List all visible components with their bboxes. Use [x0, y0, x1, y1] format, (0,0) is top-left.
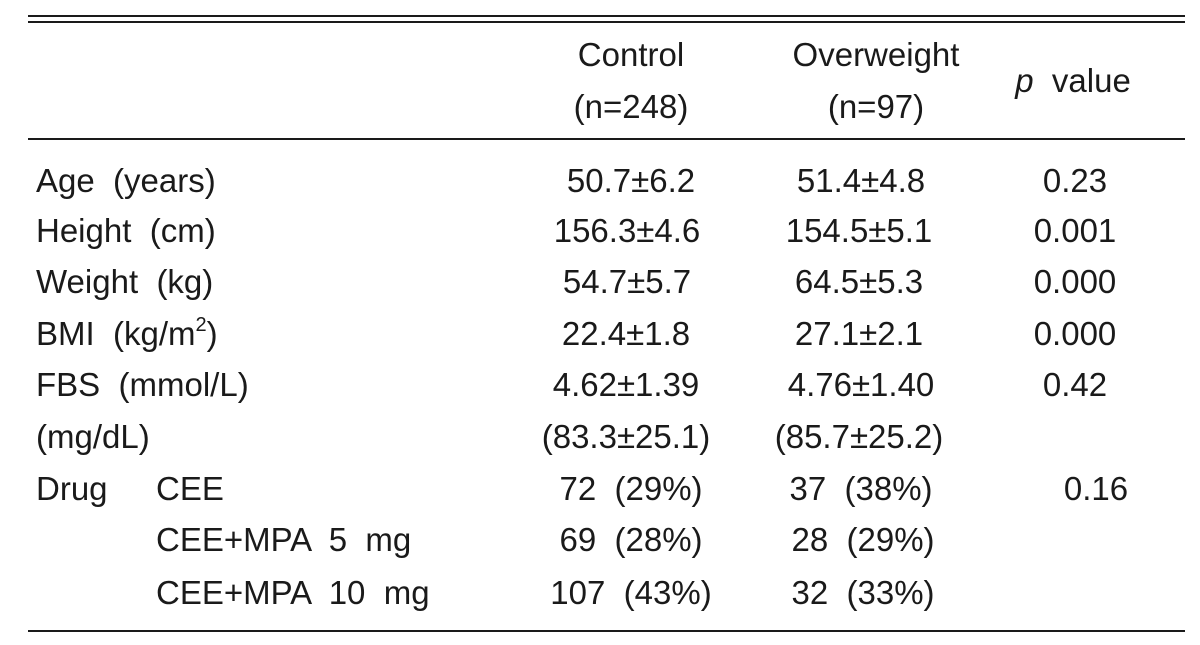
row-label-weight: Weight (kg) — [36, 263, 213, 301]
bmi-label-prefix: BMI (kg/m — [36, 315, 196, 352]
row-sublabel-cee: CEE — [156, 470, 224, 508]
cell-control-fbs: 4.62±1.39 — [553, 366, 700, 404]
cell-overweight-cee-mpa-5: 28 (29%) — [791, 521, 934, 559]
row-sublabel-cee-mpa-10: CEE+MPA 10 mg — [156, 574, 430, 612]
cell-control-mgdl: (83.3±25.1) — [542, 418, 711, 456]
row-sublabel-cee-mpa-5: CEE+MPA 5 mg — [156, 521, 411, 559]
cell-p-fbs: 0.42 — [1043, 366, 1107, 404]
cell-p-drug: 0.16 — [1064, 470, 1128, 508]
top-rule-outer — [28, 15, 1185, 17]
row-label-drug: Drug — [36, 470, 108, 508]
row-label-age: Age (years) — [36, 162, 216, 200]
row-label-mgdl: (mg/dL) — [36, 418, 150, 456]
cell-p-weight: 0.000 — [1034, 263, 1117, 301]
header-control-title: Control — [578, 36, 684, 74]
cell-control-cee: 72 (29%) — [559, 470, 702, 508]
cell-overweight-cee-mpa-10: 32 (33%) — [791, 574, 934, 612]
header-rule — [28, 138, 1185, 140]
bottom-rule — [28, 630, 1185, 632]
cell-control-cee-mpa-10: 107 (43%) — [550, 574, 711, 612]
cell-p-bmi: 0.000 — [1034, 315, 1117, 353]
row-label-height: Height (cm) — [36, 212, 216, 250]
header-p-label: value — [1052, 62, 1131, 99]
cell-control-weight: 54.7±5.7 — [563, 263, 691, 301]
cell-control-height: 156.3±4.6 — [554, 212, 701, 250]
cell-overweight-height: 154.5±5.1 — [786, 212, 933, 250]
header-p-symbol: p — [1015, 62, 1033, 99]
row-label-bmi: BMI (kg/m2) — [36, 315, 218, 353]
cell-overweight-mgdl: (85.7±25.2) — [775, 418, 944, 456]
cell-control-age: 50.7±6.2 — [567, 162, 695, 200]
cell-overweight-age: 51.4±4.8 — [797, 162, 925, 200]
header-overweight-title: Overweight — [793, 36, 960, 74]
bmi-label-superscript: 2 — [196, 314, 207, 336]
row-label-fbs: FBS (mmol/L) — [36, 366, 249, 404]
cell-overweight-bmi: 27.1±2.1 — [795, 315, 923, 353]
cell-overweight-cee: 37 (38%) — [789, 470, 932, 508]
bmi-label-suffix: ) — [207, 315, 218, 352]
cell-control-bmi: 22.4±1.8 — [562, 315, 690, 353]
cell-control-cee-mpa-5: 69 (28%) — [559, 521, 702, 559]
top-rule-inner — [28, 21, 1185, 23]
cell-p-height: 0.001 — [1034, 212, 1117, 250]
header-p-value: p value — [1015, 62, 1131, 100]
header-overweight-n: (n=97) — [828, 88, 924, 126]
cell-p-age: 0.23 — [1043, 162, 1107, 200]
cell-overweight-weight: 64.5±5.3 — [795, 263, 923, 301]
cell-overweight-fbs: 4.76±1.40 — [788, 366, 935, 404]
header-control-n: (n=248) — [574, 88, 689, 126]
